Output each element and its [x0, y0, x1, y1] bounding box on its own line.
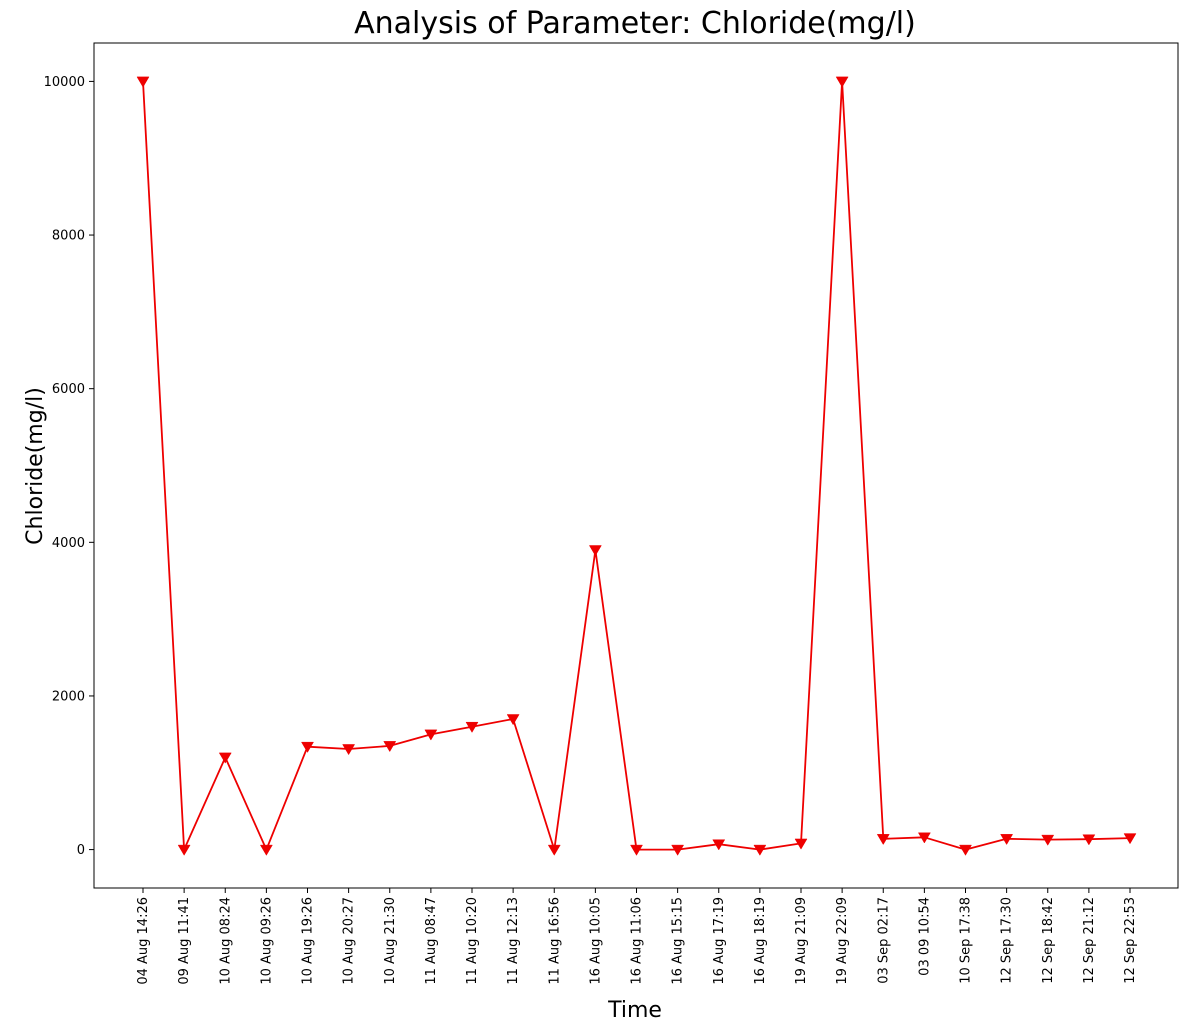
data-point-marker	[465, 721, 479, 733]
data-point-marker	[671, 844, 685, 856]
x-tick-label: 11 Aug 12:13	[506, 897, 521, 985]
data-point-marker	[753, 844, 767, 856]
y-tick-label: 2000	[52, 689, 85, 704]
y-tick-label: 0	[77, 843, 85, 858]
x-tick-label: 16 Aug 18:19	[753, 897, 768, 985]
data-point-marker	[1041, 834, 1055, 846]
data-point-marker	[1000, 834, 1014, 846]
data-point-marker	[1082, 834, 1096, 846]
x-tick-label: 12 Sep 22:53	[1123, 897, 1138, 984]
data-point-marker	[218, 752, 232, 764]
x-tick-label: 10 Aug 19:26	[301, 897, 316, 985]
x-tick-label: 10 Aug 20:27	[342, 897, 357, 985]
x-tick-label: 10 Aug 21:30	[383, 897, 398, 985]
x-tick-label: 09 Aug 11:41	[177, 897, 192, 985]
x-tick-label: 11 Aug 08:47	[424, 897, 439, 985]
x-tick-label: 12 Sep 18:42	[1041, 897, 1056, 984]
data-point-marker	[712, 839, 726, 851]
plot-area: 0 2000 4000 6000 8000 10000 04 Aug 14:26 09 Aug…	[44, 42, 1179, 985]
data-point-marker	[1123, 833, 1137, 845]
y-tick-label: 4000	[52, 536, 85, 551]
data-point-marker	[588, 545, 602, 557]
data-point-marker	[835, 76, 849, 88]
y-tick-label: 10000	[44, 75, 85, 90]
y-tick-label: 6000	[52, 382, 85, 397]
data-point-marker	[794, 838, 808, 850]
data-point-marker	[917, 832, 931, 844]
x-tick-label: 19 Aug 22:09	[835, 897, 850, 985]
x-tick-label: 10 Sep 17:38	[959, 897, 974, 984]
x-tick-label: 12 Sep 17:30	[1000, 897, 1015, 984]
plot-frame	[93, 42, 1179, 889]
data-point-marker	[301, 741, 314, 753]
x-tick-label: 16 Aug 15:15	[671, 897, 686, 985]
x-tick-label: 11 Aug 16:56	[547, 897, 562, 985]
x-tick-label: 12 Sep 21:12	[1082, 897, 1097, 984]
x-tick-label: 11 Aug 10:20	[465, 897, 480, 985]
chart-title: Analysis of Parameter: Chloride(mg/l)	[354, 6, 916, 41]
data-point-marker	[259, 844, 273, 856]
data-point-marker	[630, 844, 643, 856]
x-tick-label: 19 Aug 21:09	[794, 897, 809, 985]
series-line	[142, 80, 1131, 851]
data-point-marker	[876, 834, 890, 846]
x-tick-label: 16 Aug 17:19	[712, 897, 727, 985]
x-tick-label: 10 Aug 09:26	[259, 897, 274, 985]
data-point-marker	[506, 714, 520, 726]
x-tick-label: 16 Aug 10:05	[588, 897, 603, 985]
x-tick-label: 04 Aug 14:26	[136, 897, 151, 985]
x-tick-label: 10 Aug 08:24	[218, 897, 233, 985]
x-tick-label: 03 Sep 02:17	[876, 897, 891, 984]
data-point-marker	[424, 729, 438, 741]
x-axis-label: Time	[607, 998, 662, 1023]
y-tick-label: 8000	[52, 229, 85, 244]
data-point-marker	[383, 741, 397, 753]
data-point-marker	[136, 76, 150, 88]
data-point-marker	[177, 844, 191, 856]
data-point-marker	[959, 844, 972, 856]
x-tick-label: 03 09 10:54	[917, 897, 932, 976]
data-point-marker	[342, 744, 356, 756]
data-point-marker	[547, 844, 561, 856]
y-axis-label: Chloride(mg/l)	[23, 387, 48, 545]
x-tick-label: 16 Aug 11:06	[630, 897, 645, 985]
